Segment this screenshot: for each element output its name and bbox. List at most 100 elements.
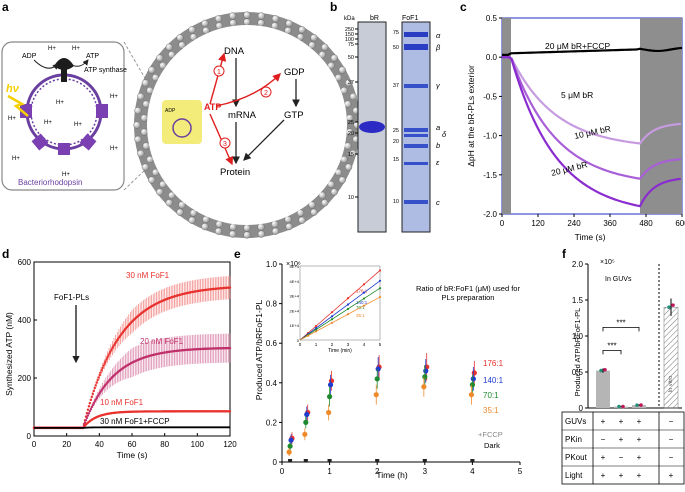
e-xtick-label: 5	[518, 467, 523, 476]
lipid-bead	[349, 92, 357, 101]
lipid-bead	[327, 180, 335, 188]
lipid-bead	[308, 41, 316, 49]
d-data-point	[89, 398, 93, 402]
f-table-cell: +	[669, 471, 674, 480]
c-xtick-label: 600	[675, 219, 685, 228]
lipid-bead	[141, 163, 149, 171]
arrow-gtp-protein	[243, 119, 285, 161]
e-data-point	[471, 370, 477, 376]
e-inset-point	[346, 297, 350, 300]
label-protein: Protein	[220, 167, 250, 178]
d-data-point	[84, 419, 88, 422]
e-inset-ytick-label: 5E+4	[290, 264, 300, 269]
d-xtick-label: 60	[128, 440, 137, 449]
lipid-bead	[296, 33, 305, 41]
d-data-point	[87, 405, 91, 408]
panel-e: 0 1 2 3 4 5 0 0.2 0.4 0.6 0.8 1.0 0 1E+4 2E+4 3E+4 4E+4…	[254, 260, 523, 480]
band-a	[404, 128, 428, 132]
d-data-point	[83, 421, 87, 424]
lipid-bead	[142, 142, 150, 150]
lipid-bead	[243, 224, 251, 232]
f-ytick-label: 1.5	[572, 296, 584, 305]
e-inset-ytick-label: 4E+4	[290, 279, 300, 284]
label-gtp: GTP	[284, 110, 304, 121]
f-table-cell: −	[669, 453, 674, 462]
e-inset-xtick-label: 5	[379, 342, 382, 347]
f-ylabel: Produced ATP/bRFoF1-PL	[573, 308, 582, 397]
lipid-bead	[327, 62, 335, 70]
gel-lane-fof1	[401, 21, 431, 233]
e-label-35: 35:1	[483, 406, 499, 415]
e-inset-xtick-label: 0	[299, 342, 302, 347]
d-data-point	[88, 409, 92, 413]
panel-label-c: c	[460, 0, 467, 14]
e-inset-point	[330, 321, 334, 324]
e-inset-point	[346, 303, 350, 306]
ladder-left-label: 15	[348, 152, 354, 158]
f-in-vitro-label: In vitro	[668, 376, 674, 393]
lipid-bead	[134, 107, 142, 115]
e-inset-ytick-label: 3E+4	[290, 294, 300, 299]
d-data-point	[86, 408, 90, 411]
lipid-bead	[215, 220, 223, 228]
f-sig-bracket	[602, 350, 622, 355]
d-arrow-label: FoF1-PLs	[54, 293, 89, 302]
proton: H+	[110, 146, 118, 152]
lipid-bead	[271, 15, 280, 23]
e-inset-point	[314, 330, 318, 333]
e-data-point	[468, 392, 475, 398]
ladder-left-label: 75	[348, 42, 354, 48]
e-data-point	[375, 366, 381, 372]
step-2: 2	[264, 90, 268, 97]
d-data-point	[108, 352, 111, 355]
proton: H+	[8, 116, 16, 122]
f-table-cell: +	[619, 435, 624, 444]
subunit-label: β	[435, 43, 441, 52]
lipid-bead	[134, 135, 142, 143]
e-inset-xtick-label: 2	[331, 342, 334, 347]
lipid-bead	[148, 176, 156, 184]
f-table-row-label: GUVs	[565, 417, 586, 426]
c-series-line	[502, 46, 683, 56]
d-data-point	[99, 371, 102, 374]
d-series-line	[34, 426, 230, 429]
subunit-label: γ	[436, 81, 441, 90]
lipid-bead	[330, 54, 338, 62]
f-bar	[632, 405, 646, 408]
e-inset-point	[362, 297, 366, 300]
d-data-point	[104, 360, 107, 363]
lipid-bead	[168, 51, 176, 59]
lipid-bead	[141, 79, 149, 87]
e-legend-title: Ratio of bR:FoF1 (μM) used for PLs prepa…	[416, 284, 520, 302]
proton: H+	[62, 172, 70, 178]
ladder-left-label: 37	[348, 80, 354, 86]
proton: H+	[74, 122, 82, 128]
e-inset-point	[306, 334, 310, 337]
c-series-line	[502, 56, 681, 180]
lipid-bead	[349, 149, 357, 158]
lipid-bead	[137, 92, 145, 101]
f-table-row-label: PKin	[565, 435, 582, 444]
d-data-point	[89, 407, 93, 411]
lane-label-fof1: FoF1	[402, 15, 418, 22]
lipid-bead	[310, 208, 318, 216]
lipid-bead	[178, 201, 186, 209]
proton: H+	[12, 156, 20, 162]
ladder-right-label: 50	[393, 45, 399, 51]
ladder-right-label: 10	[393, 199, 399, 205]
c-ytick-label: -2.0	[483, 210, 497, 219]
e-xtick-label: 2	[375, 467, 380, 476]
light-hv-label: hν	[6, 83, 20, 95]
c-series-line	[502, 56, 681, 145]
ladder-right-label: 25	[393, 128, 399, 134]
br-protein	[20, 104, 32, 118]
atp-synthase-icon	[54, 58, 74, 70]
d-data-point	[228, 346, 232, 350]
lipid-bead	[159, 62, 167, 70]
c-xlabel: Time (s)	[575, 232, 606, 242]
e-data-point	[304, 411, 310, 418]
ladder-left-label: 100	[345, 37, 354, 43]
d-xtick-label: 40	[95, 440, 104, 449]
ladder-right-label: 20	[393, 139, 399, 145]
